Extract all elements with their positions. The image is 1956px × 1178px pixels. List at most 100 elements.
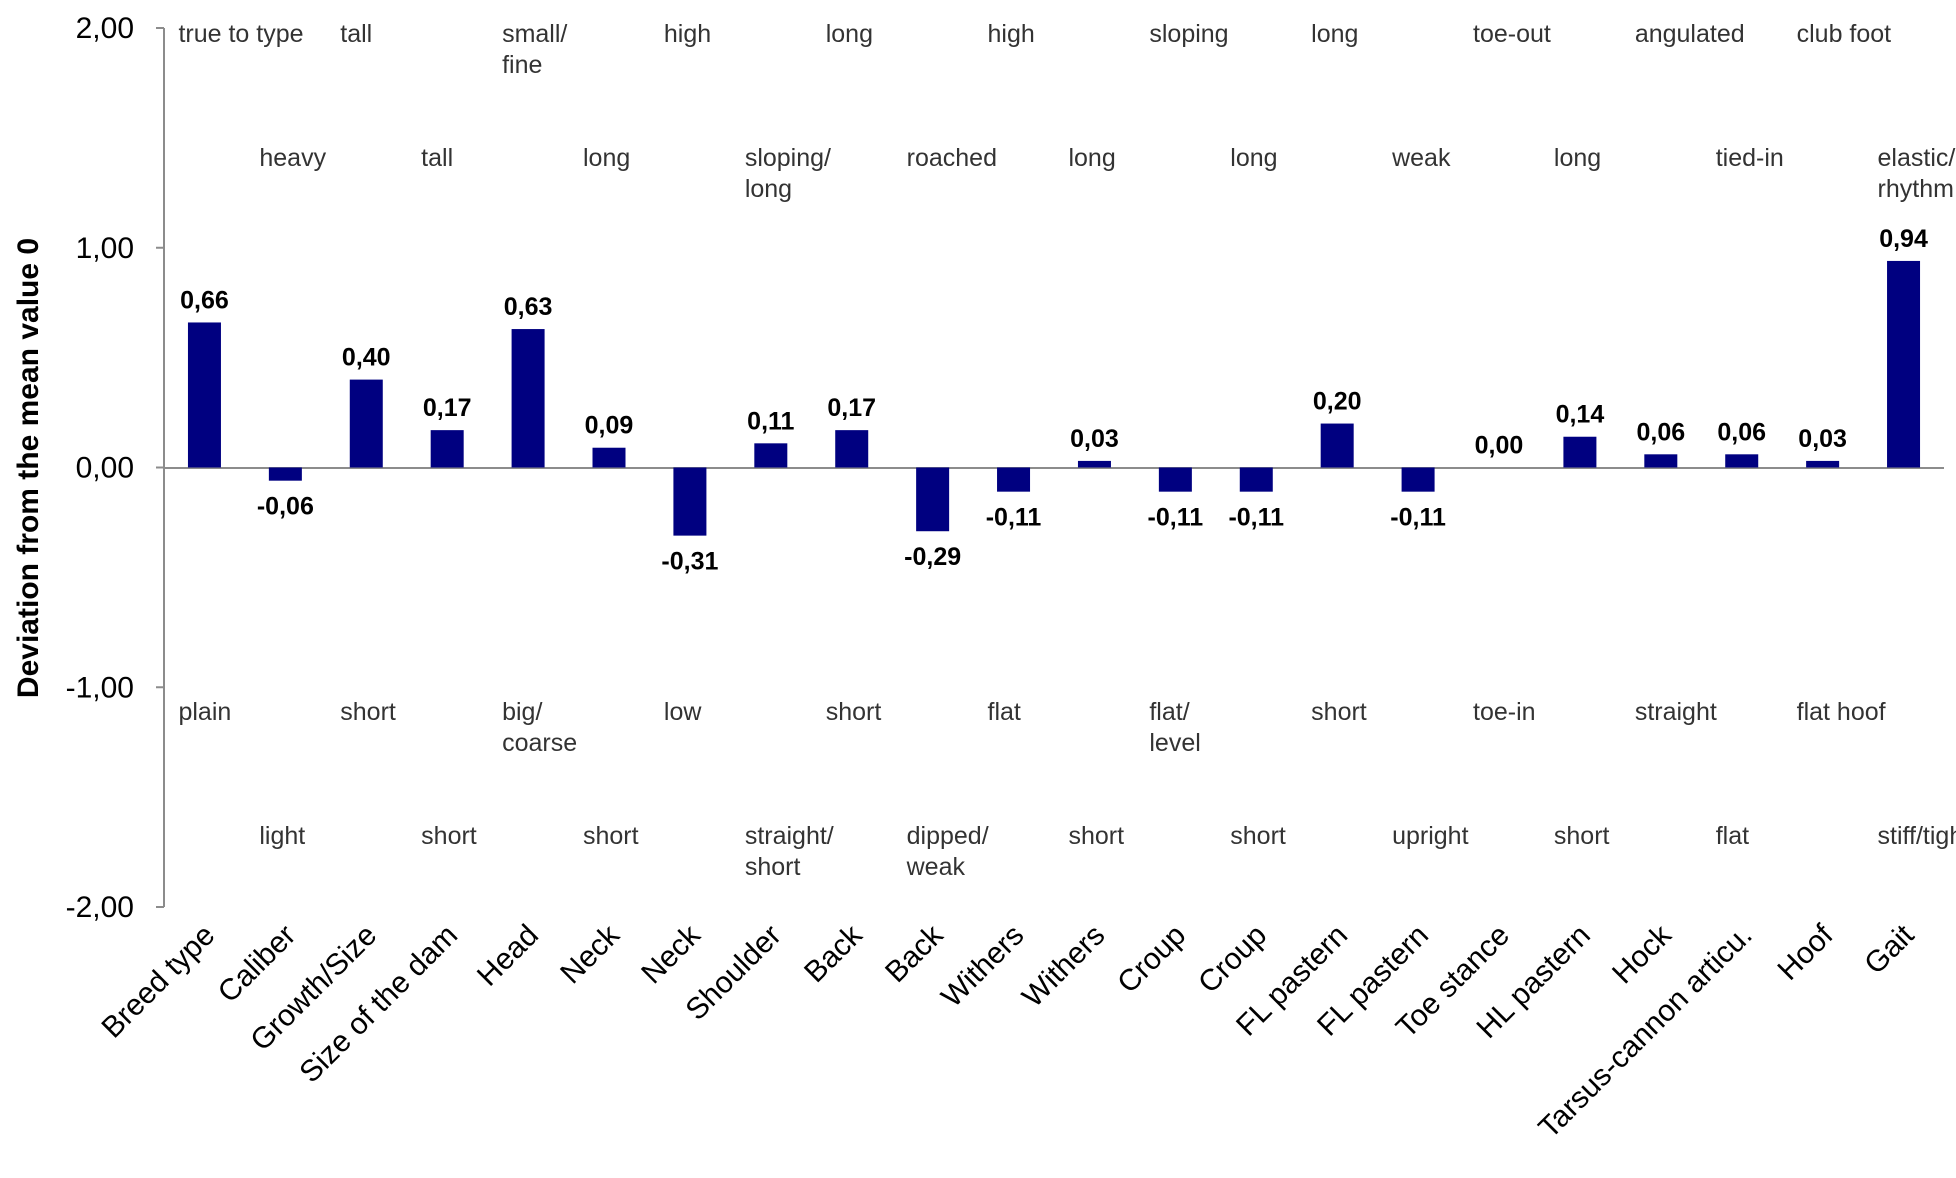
- upper-descriptor: long: [1554, 144, 1601, 172]
- upper-descriptor: long: [583, 144, 630, 172]
- upper-descriptor: long: [1230, 144, 1277, 172]
- x-category-label: Back: [879, 918, 950, 989]
- upper-descriptor: high: [988, 20, 1035, 48]
- upper-descriptor: true to type: [178, 20, 303, 48]
- lower-descriptor: straight/short: [745, 822, 834, 881]
- upper-descriptor: roached: [907, 144, 997, 172]
- descriptor-labels: true to type plain heavy light tall short tall…: [178, 20, 1956, 881]
- bar: [1725, 454, 1759, 468]
- lower-descriptor: short: [583, 822, 639, 850]
- lower-descriptor: flat hoof: [1797, 698, 1886, 726]
- bar: [1320, 423, 1354, 468]
- bar-value-label: 0,11: [747, 407, 794, 435]
- upper-descriptor: long: [1311, 20, 1358, 48]
- upper-descriptor: long: [1068, 144, 1115, 172]
- bar: [1158, 467, 1192, 492]
- bar: [997, 467, 1031, 492]
- lower-descriptor: dipped/weak: [906, 822, 989, 881]
- x-category-label: Gait: [1858, 918, 1921, 981]
- bar: [835, 430, 869, 468]
- upper-descriptor: elastic/rhythm: [1878, 144, 1956, 203]
- lower-descriptor: stiff/tight: [1878, 822, 1956, 850]
- bar-value-label: -0,11: [1228, 504, 1284, 532]
- bar: [592, 447, 626, 468]
- bar-value-label: -0,11: [1148, 504, 1204, 532]
- upper-descriptor: club foot: [1797, 20, 1892, 48]
- bar: [1644, 454, 1678, 468]
- y-tick-label: 1,00: [76, 232, 134, 265]
- x-category-label: Neck: [554, 918, 626, 990]
- bar: [1401, 467, 1435, 492]
- bar-value-label: 0,06: [1636, 418, 1685, 446]
- bar-value-label: 0,14: [1556, 401, 1605, 429]
- upper-descriptor: weak: [1391, 144, 1451, 172]
- x-category-label: Hoof: [1771, 918, 1840, 987]
- x-category-label: Back: [798, 918, 869, 989]
- lower-descriptor: short: [421, 822, 477, 850]
- bar-value-label: 0,09: [585, 412, 634, 440]
- bar-value-label: 0,63: [504, 293, 553, 321]
- upper-descriptor: long: [826, 20, 873, 48]
- lower-descriptor: flat/level: [1149, 698, 1200, 757]
- upper-descriptor: toe-out: [1473, 20, 1551, 48]
- lower-descriptor: light: [259, 822, 305, 850]
- y-tick-label: -2,00: [66, 891, 134, 924]
- lower-descriptor: short: [340, 698, 396, 726]
- bar-value-label: -0,06: [257, 493, 314, 521]
- x-category-label: Hock: [1606, 918, 1678, 990]
- bar-series: [187, 260, 1921, 536]
- lower-descriptor: short: [1068, 822, 1124, 850]
- x-category-label: Withers: [935, 919, 1030, 1014]
- bar: [1806, 460, 1840, 468]
- x-category-label: Withers: [1016, 919, 1111, 1014]
- upper-descriptor: sloping: [1149, 20, 1228, 48]
- bar-value-label: 0,03: [1070, 425, 1119, 453]
- lower-descriptor: plain: [178, 698, 231, 726]
- lower-descriptor: flat: [1716, 822, 1749, 850]
- bar: [1239, 467, 1273, 492]
- x-category-label: Breed type: [95, 919, 221, 1045]
- upper-descriptor: tall: [340, 20, 372, 48]
- bar: [1887, 260, 1921, 468]
- bar-value-label: 0,17: [423, 394, 472, 422]
- lower-descriptor: big/coarse: [502, 698, 577, 757]
- bar: [511, 329, 545, 468]
- lower-descriptor: toe-in: [1473, 698, 1536, 726]
- lower-descriptor: upright: [1392, 822, 1468, 850]
- lower-descriptor: flat: [988, 698, 1021, 726]
- lower-descriptor: short: [826, 698, 882, 726]
- upper-descriptor: high: [664, 20, 711, 48]
- x-category-label: Croup: [1111, 919, 1192, 1000]
- bar-value-label: 0,94: [1879, 225, 1928, 253]
- bar-value-label: -0,11: [986, 504, 1042, 532]
- y-tick-label: -1,00: [66, 671, 134, 704]
- bar: [187, 322, 221, 468]
- y-tick-label: 2,00: [76, 12, 134, 45]
- bar: [754, 443, 788, 468]
- upper-descriptor: tall: [421, 144, 453, 172]
- bar-value-label: -0,29: [904, 543, 961, 571]
- bar: [673, 467, 707, 536]
- bar-value-label: 0,20: [1313, 388, 1362, 416]
- bar-value-label: 0,06: [1717, 418, 1766, 446]
- upper-descriptor: small/fine: [502, 20, 567, 79]
- bar: [268, 467, 302, 481]
- value-labels: 0,66 -0,06 0,40 0,17 0,63 0,09 -0,31 0,11 0,17 -0…: [180, 225, 1928, 576]
- upper-descriptor: heavy: [259, 144, 326, 172]
- bar-value-label: -0,11: [1390, 504, 1446, 532]
- bar-value-label: 0,17: [827, 394, 876, 422]
- bar-value-label: 0,00: [1475, 432, 1524, 460]
- lower-descriptor: straight: [1635, 698, 1717, 726]
- bar: [430, 430, 464, 468]
- bar: [1563, 436, 1597, 468]
- lower-descriptor: short: [1554, 822, 1610, 850]
- bar-value-label: 0,66: [180, 286, 229, 314]
- upper-descriptor: angulated: [1635, 20, 1745, 48]
- x-category-label: Head: [471, 919, 545, 993]
- x-category-label: Neck: [635, 918, 707, 990]
- upper-descriptor: sloping/long: [745, 144, 831, 203]
- bar: [349, 379, 383, 468]
- upper-descriptor: tied-in: [1716, 144, 1784, 172]
